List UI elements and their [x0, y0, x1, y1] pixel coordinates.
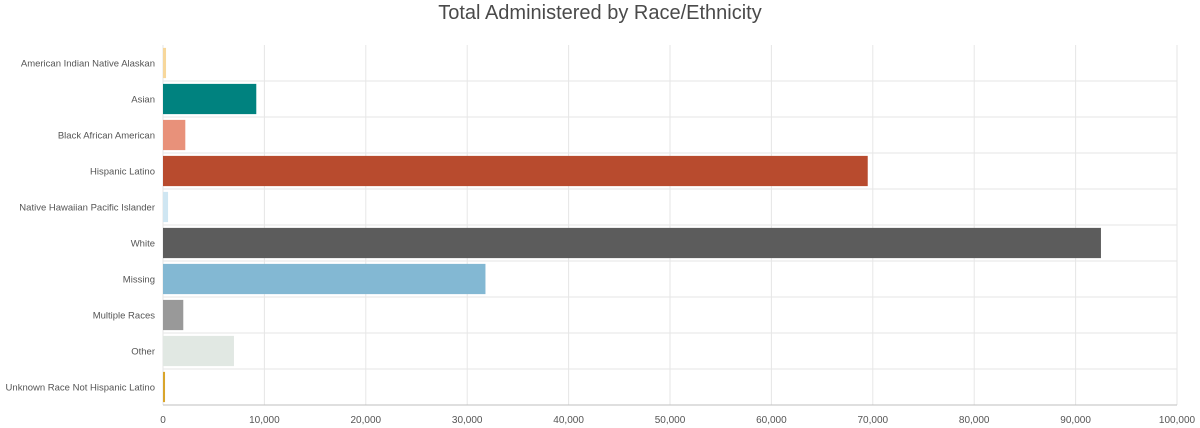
x-tick-label: 0: [160, 415, 166, 426]
category-label: Black African American: [58, 131, 155, 142]
x-tick-label: 100,000: [1159, 415, 1196, 426]
category-label: Unknown Race Not Hispanic Latino: [6, 383, 155, 394]
x-tick-label: 40,000: [553, 415, 584, 426]
grid-layer: [162, 45, 1178, 406]
bar: [163, 83, 257, 115]
category-label: Asian: [131, 95, 155, 106]
x-tick-label: 30,000: [452, 415, 483, 426]
bar: [163, 227, 1101, 259]
category-label: American Indian Native Alaskan: [21, 59, 155, 70]
bar: [163, 155, 868, 187]
x-tick-label: 60,000: [756, 415, 787, 426]
x-tick-layer: 0 10,000 20,000 30,000 40,000 50,000 60,000 70,…: [160, 415, 1195, 426]
bar: [163, 299, 184, 331]
category-label: Native Hawaiian Pacific Islander: [19, 203, 155, 214]
bar: [163, 47, 167, 79]
bar-layer: [163, 47, 1101, 403]
bar: [163, 335, 234, 367]
bar: [163, 371, 166, 403]
x-tick-label: 70,000: [858, 415, 889, 426]
bar: [163, 119, 186, 151]
x-tick-label: 20,000: [351, 415, 382, 426]
x-tick-label: 80,000: [959, 415, 990, 426]
category-label: Missing: [123, 275, 155, 286]
x-tick-label: 50,000: [655, 415, 686, 426]
bar: [163, 263, 486, 295]
x-tick-label: 90,000: [1060, 415, 1091, 426]
category-label: Multiple Races: [93, 311, 156, 322]
x-tick-label: 10,000: [249, 415, 280, 426]
category-label: White: [131, 239, 155, 250]
category-label: Other: [131, 347, 155, 358]
bar: [163, 191, 169, 223]
chart-title: Total Administered by Race/Ethnicity: [438, 2, 762, 24]
category-label-layer: American Indian Native Alaskan Asian Black…: [6, 59, 156, 394]
category-label: Hispanic Latino: [90, 167, 155, 178]
